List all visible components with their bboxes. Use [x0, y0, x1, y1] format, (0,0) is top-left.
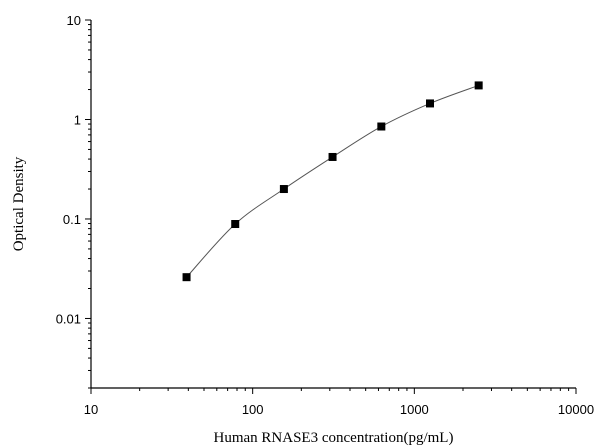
y-tick-label: 10: [67, 13, 81, 28]
data-point: [231, 220, 240, 229]
y-axis-title: Optical Density: [11, 156, 27, 251]
x-tick-label: 1000: [400, 402, 429, 417]
x-tick-label: 10: [84, 402, 98, 417]
x-tick-label: 100: [242, 402, 264, 417]
data-point: [279, 185, 288, 194]
data-points: [182, 81, 483, 282]
y-ticks: 0.01 0.1 1 10: [56, 13, 91, 389]
fit-curve: [186, 84, 479, 278]
data-point: [426, 99, 435, 108]
x-ticks: 10 100 1000 10000: [84, 388, 594, 417]
data-point: [474, 81, 483, 90]
data-point: [328, 152, 337, 161]
y-tick-label: 1: [74, 112, 81, 127]
data-point: [377, 122, 386, 131]
data-point: [182, 273, 191, 282]
x-axis-title: Human RNASE3 concentration(pg/mL): [214, 430, 454, 446]
y-tick-label: 0.1: [63, 212, 81, 227]
y-tick-label: 0.01: [56, 311, 81, 326]
axes: [90, 20, 576, 389]
x-tick-label: 10000: [558, 402, 594, 417]
